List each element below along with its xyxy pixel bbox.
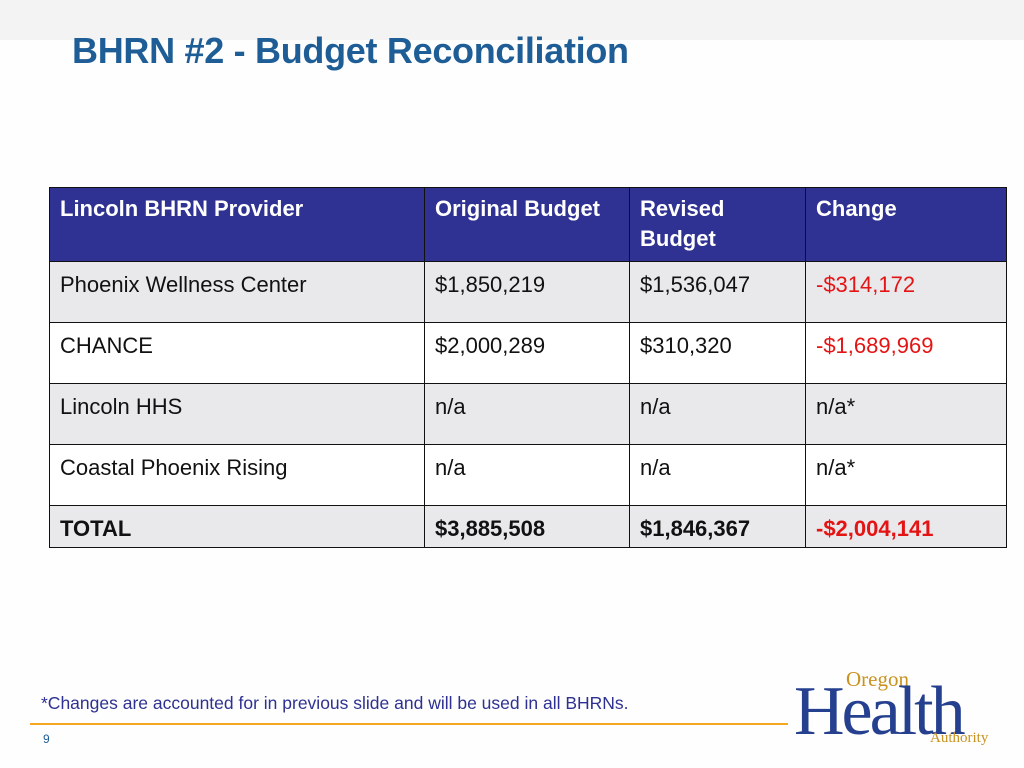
table-row: Coastal Phoenix Rising n/a n/a n/a*	[49, 444, 1007, 506]
total-label: TOTAL	[49, 505, 425, 548]
slide-title: BHRN #2 - Budget Reconciliation	[72, 30, 629, 71]
revised-budget-cell: $310,320	[629, 322, 806, 384]
logo-main-text: Health	[794, 673, 966, 746]
change-cell: -$1,689,969	[805, 322, 1007, 384]
total-change: -$2,004,141	[805, 505, 1007, 548]
table-row: Phoenix Wellness Center $1,850,219 $1,53…	[49, 261, 1007, 323]
provider-cell: Phoenix Wellness Center	[49, 261, 425, 323]
change-cell: n/a*	[805, 444, 1007, 506]
header-change: Change	[805, 187, 1007, 262]
logo-bottom-text: Authority	[930, 730, 989, 746]
original-budget-cell: n/a	[424, 444, 630, 506]
revised-budget-cell: $1,536,047	[629, 261, 806, 323]
logo-top-text: Oregon	[846, 667, 909, 691]
provider-cell: Coastal Phoenix Rising	[49, 444, 425, 506]
oregon-health-authority-logo: Oregon Health Authority	[794, 667, 989, 746]
original-budget-cell: $2,000,289	[424, 322, 630, 384]
budget-table: Lincoln BHRN Provider Original Budget Re…	[49, 187, 1007, 548]
original-budget-cell: $1,850,219	[424, 261, 630, 323]
total-row: TOTAL $3,885,508 $1,846,367 -$2,004,141	[49, 505, 1007, 548]
top-band	[0, 0, 1024, 40]
revised-budget-cell: n/a	[629, 383, 806, 445]
provider-cell: Lincoln HHS	[49, 383, 425, 445]
footer-rule	[30, 723, 788, 725]
original-budget-cell: n/a	[424, 383, 630, 445]
provider-cell: CHANCE	[49, 322, 425, 384]
change-cell: n/a*	[805, 383, 1007, 445]
table-row: CHANCE $2,000,289 $310,320 -$1,689,969	[49, 322, 1007, 384]
table-row: Lincoln HHS n/a n/a n/a*	[49, 383, 1007, 445]
revised-budget-cell: n/a	[629, 444, 806, 506]
total-original-budget: $3,885,508	[424, 505, 630, 548]
footnote: *Changes are accounted for in previous s…	[41, 693, 629, 713]
table-header-row: Lincoln BHRN Provider Original Budget Re…	[49, 187, 1007, 262]
header-original-budget: Original Budget	[424, 187, 630, 262]
header-revised-budget: Revised Budget	[629, 187, 806, 262]
header-provider: Lincoln BHRN Provider	[49, 187, 425, 262]
total-revised-budget: $1,846,367	[629, 505, 806, 548]
change-cell: -$314,172	[805, 261, 1007, 323]
page-number: 9	[43, 732, 50, 746]
